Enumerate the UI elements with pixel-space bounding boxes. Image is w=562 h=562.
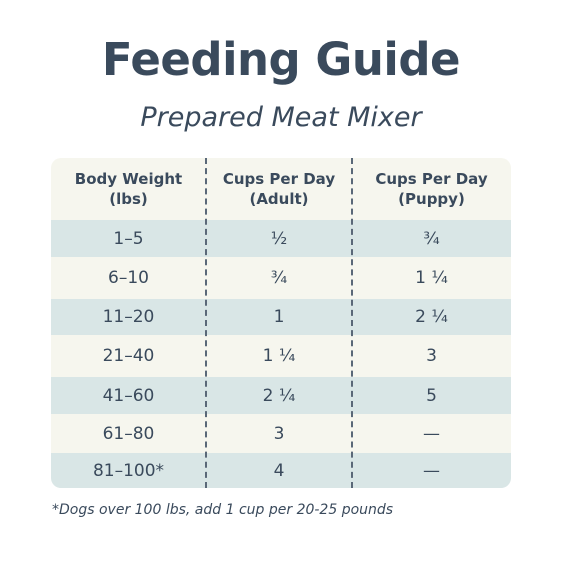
- table-header-row: Body Weight (lbs) Cups Per Day (Adult) C…: [51, 158, 511, 220]
- cell-puppy: 3: [426, 346, 437, 366]
- cell-puppy: ¾: [423, 228, 440, 249]
- table-row: 41–60 2 ¼ 5: [51, 377, 511, 414]
- header-body-weight-line2: (lbs): [109, 190, 148, 208]
- cell-puppy: —: [423, 423, 440, 444]
- page-subtitle: Prepared Meat Mixer: [140, 102, 422, 133]
- column-divider: [205, 158, 207, 488]
- table-row: 21–40 1 ¼ 3: [51, 335, 511, 377]
- header-body-weight-line1: Body Weight: [74, 170, 183, 188]
- cell-adult: 4: [273, 460, 285, 481]
- cell-adult: 3: [273, 423, 285, 444]
- header-cups-adult: Cups Per Day (Adult): [206, 158, 352, 220]
- header-cups-adult-line2: (Adult): [249, 190, 309, 208]
- table-row: 1–5 ½ ¾: [51, 220, 511, 257]
- cell-weight: 6–10: [108, 268, 149, 288]
- header-cups-puppy: Cups Per Day (Puppy): [352, 158, 511, 220]
- cell-adult: 1: [273, 307, 285, 327]
- header-cups-puppy-line2: (Puppy): [398, 190, 465, 208]
- cell-puppy: 2 ¼: [415, 307, 448, 327]
- header-cups-adult-line1: Cups Per Day: [222, 170, 336, 188]
- cell-adult: 2 ¼: [262, 385, 296, 406]
- cell-weight: 1–5: [113, 228, 144, 249]
- table-row: 81–100* 4 —: [51, 453, 511, 488]
- cell-weight: 41–60: [102, 385, 155, 406]
- page-title: Feeding Guide: [101, 33, 461, 86]
- cell-weight: 21–40: [102, 346, 155, 366]
- cell-puppy: —: [423, 460, 440, 481]
- feeding-table: Body Weight (lbs) Cups Per Day (Adult) C…: [51, 158, 511, 488]
- cell-weight: 81–100*: [92, 460, 165, 481]
- header-body-weight: Body Weight (lbs): [51, 158, 206, 220]
- cell-puppy: 1 ¼: [415, 268, 448, 288]
- column-divider: [351, 158, 353, 488]
- cell-adult: 1 ¼: [262, 346, 296, 366]
- footnote: *Dogs over 100 lbs, add 1 cup per 20-25 …: [52, 502, 394, 518]
- table-row: 61–80 3 —: [51, 414, 511, 453]
- table-row: 6–10 ¾ 1 ¼: [51, 257, 511, 299]
- cell-puppy: 5: [426, 385, 437, 406]
- cell-weight: 11–20: [102, 307, 155, 327]
- cell-adult: ¾: [270, 268, 288, 288]
- table-row: 11–20 1 2 ¼: [51, 299, 511, 335]
- cell-adult: ½: [270, 228, 288, 249]
- cell-weight: 61–80: [102, 423, 155, 444]
- header-cups-puppy-line1: Cups Per Day: [375, 170, 488, 188]
